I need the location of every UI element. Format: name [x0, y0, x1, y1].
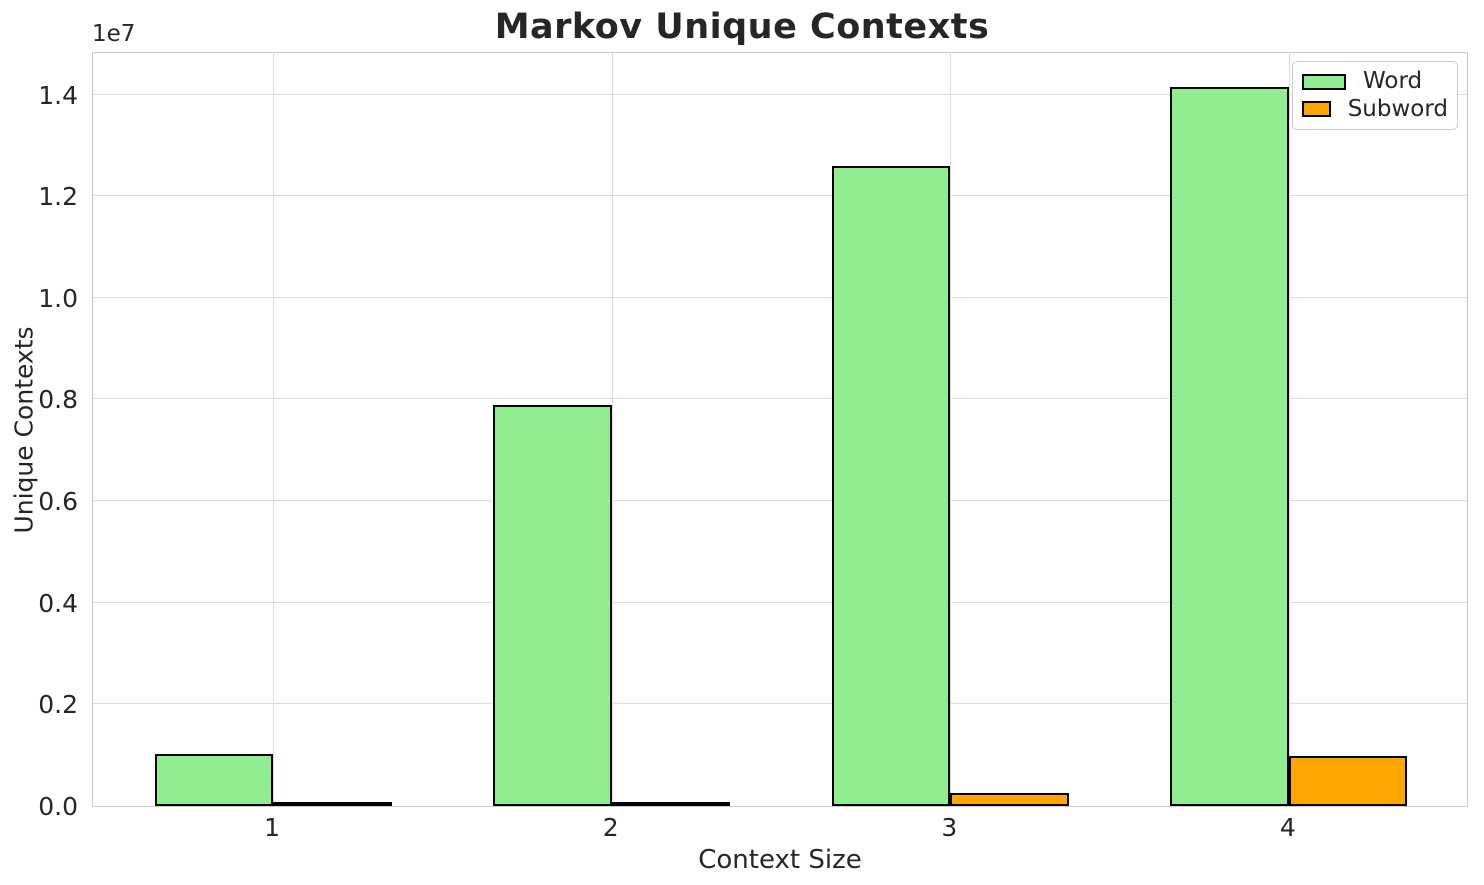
subword-swatch-icon — [1302, 101, 1331, 118]
y-gridline — [93, 703, 1467, 705]
word-swatch-icon — [1302, 73, 1346, 90]
x-tick-label: 1 — [264, 813, 281, 842]
y-tick-label: 1.2 — [38, 182, 78, 212]
y-gridline — [93, 195, 1467, 197]
x-axis-label: Context Size — [698, 845, 862, 875]
x-gridline — [611, 53, 613, 806]
chart-title: Markov Unique Contexts — [494, 7, 990, 47]
y-tick-label: 0.2 — [38, 690, 78, 720]
y-tick-label: 1.4 — [38, 80, 78, 110]
y-tick-label: 0.8 — [38, 385, 78, 415]
y-axis-label: Unique Contexts — [9, 326, 39, 534]
y-tick-label: 1.0 — [38, 283, 78, 313]
x-gridline — [950, 53, 952, 806]
x-tick-label: 2 — [602, 813, 619, 842]
bar-subword-4 — [1288, 755, 1408, 806]
legend-label-word: Word — [1363, 68, 1423, 95]
y-tick-label: 0.6 — [38, 487, 78, 517]
legend: Word Subword — [1292, 61, 1458, 130]
bar-word-4 — [1170, 86, 1289, 806]
x-gridline — [1288, 53, 1290, 806]
bar-word-2 — [493, 404, 612, 806]
bar-word-3 — [831, 165, 951, 806]
bar-word-1 — [154, 753, 274, 806]
x-gridline — [273, 53, 275, 806]
y-axis-offset-label: 1e7 — [92, 21, 136, 47]
x-tick-label: 3 — [941, 813, 958, 842]
bar-subword-3 — [950, 793, 1069, 806]
legend-label-subword: Subword — [1347, 95, 1448, 122]
y-tick-label: 0.0 — [38, 792, 78, 821]
bar-subword-1 — [273, 802, 392, 806]
y-gridline — [93, 500, 1467, 502]
legend-item-subword: Subword — [1302, 95, 1448, 122]
plot-area — [92, 52, 1468, 807]
y-gridline — [93, 93, 1467, 95]
y-gridline — [93, 296, 1467, 298]
y-gridline — [93, 601, 1467, 603]
y-tick-label: 0.4 — [38, 588, 78, 618]
y-gridline — [93, 398, 1467, 400]
legend-item-word: Word — [1302, 70, 1448, 93]
bar-subword-2 — [611, 801, 731, 806]
x-tick-label: 4 — [1279, 813, 1296, 842]
